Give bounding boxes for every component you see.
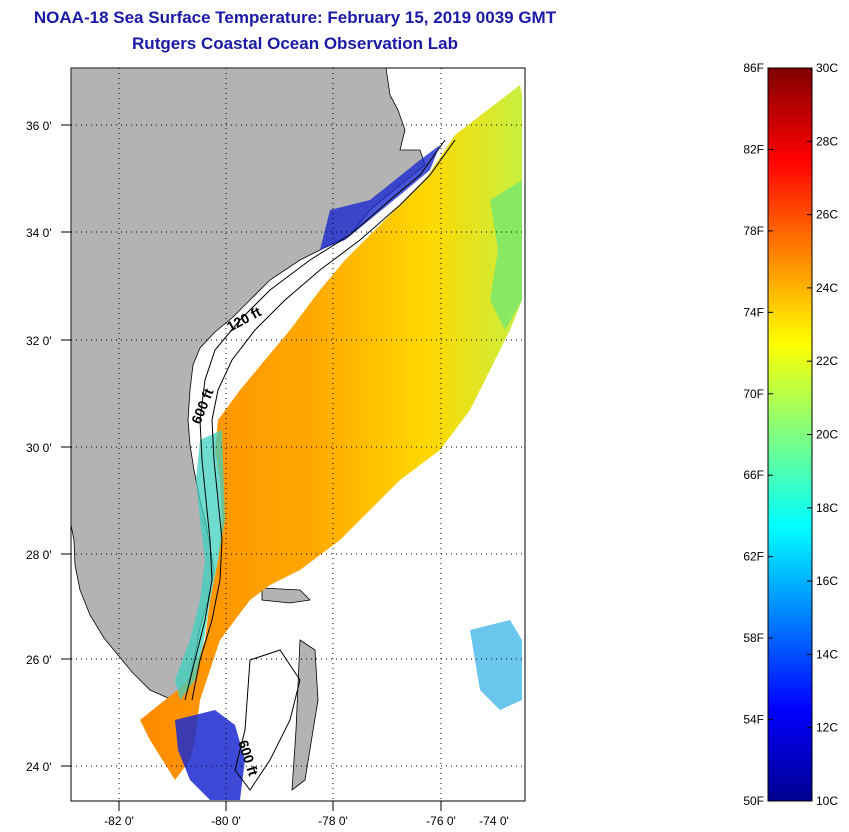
lon-label-80: -80 0' [211,814,241,828]
colorbar-label-f: 70F [743,387,764,401]
sst-southeast-patch [470,620,522,710]
axis-ticks [61,124,442,811]
grid-lines [71,68,525,801]
lon-label-74: -74 0' [479,814,509,828]
lat-label-32: 32 0' [26,334,52,348]
colorbar-label-c: 28C [816,134,838,148]
colorbar-label-c: 24C [816,281,838,295]
lat-label-24: 24 0' [26,760,52,774]
colorbar-fahrenheit-labels: 86F 82F 78F 74F 70F 66F 62F 58F 54F 50F [743,61,764,808]
colorbar-label-c: 12C [816,721,838,735]
lon-label-82: -82 0' [104,814,134,828]
colorbar-label-c: 16C [816,574,838,588]
colorbar-label-f: 66F [743,468,764,482]
colorbar-label-c: 20C [816,428,838,442]
colorbar-ticks [768,67,812,802]
colorbar-celsius-labels: 30C 28C 26C 24C 22C 20C 18C 16C 14C 12C 10C [816,61,838,808]
lat-label-30: 30 0' [26,441,52,455]
contour-120ft [184,139,446,701]
colorbar-label-c: 10C [816,794,838,808]
colorbar-label-f: 58F [743,631,764,645]
colorbar-label-f: 62F [743,550,764,564]
contour-bahamas [234,649,301,791]
colorbar-label-f: 50F [743,794,764,808]
colorbar-label-c: 18C [816,501,838,515]
colorbar-label-c: 14C [816,647,838,661]
colorbar [767,67,813,802]
sst-warm-swath [140,85,522,780]
lat-label-26: 26 0' [26,653,52,667]
lat-label-28: 28 0' [26,548,52,562]
sst-cool-coastal-band [175,430,225,700]
colorbar-label-f: 78F [743,224,764,238]
colorbar-label-f: 74F [743,305,764,319]
lon-label-76: -76 0' [426,814,456,828]
lat-label-34: 34 0' [26,226,52,240]
colorbar-label-f: 86F [743,61,764,75]
lon-label-78: -78 0' [318,814,348,828]
contour-600ft [191,139,456,701]
sst-cold-shelf [320,145,440,250]
sst-offshore-green [490,180,522,330]
colorbar-label-c: 22C [816,354,838,368]
map-subtitle: Rutgers Coastal Ocean Observation Lab [132,34,458,53]
colorbar-label-c: 30C [816,61,838,75]
sst-cold-florida-keys [175,710,245,800]
colorbar-label-f: 82F [743,142,764,156]
land-bahamas-2 [261,587,311,604]
colorbar-label-f: 54F [743,713,764,727]
lat-label-36: 36 0' [26,119,52,133]
colorbar-label-c: 26C [816,208,838,222]
map-title: NOAA-18 Sea Surface Temperature: Februar… [33,8,557,27]
